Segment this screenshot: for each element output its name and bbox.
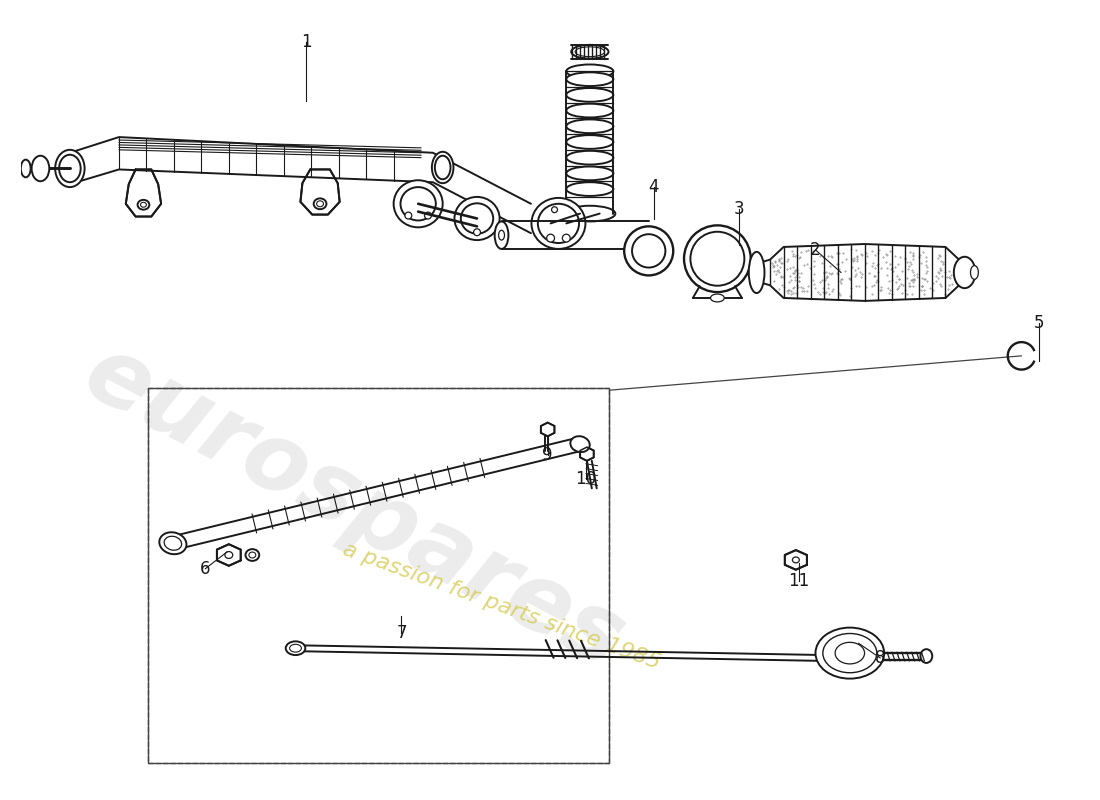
Ellipse shape bbox=[570, 436, 590, 452]
Ellipse shape bbox=[164, 536, 182, 550]
Ellipse shape bbox=[562, 234, 570, 242]
Ellipse shape bbox=[394, 180, 442, 227]
Ellipse shape bbox=[835, 642, 865, 664]
Text: eurospares: eurospares bbox=[69, 327, 640, 689]
Ellipse shape bbox=[551, 206, 558, 213]
Ellipse shape bbox=[434, 156, 451, 179]
Ellipse shape bbox=[21, 160, 31, 178]
Ellipse shape bbox=[691, 232, 745, 286]
Ellipse shape bbox=[624, 226, 673, 275]
Ellipse shape bbox=[405, 212, 411, 219]
Ellipse shape bbox=[566, 104, 614, 118]
Polygon shape bbox=[300, 170, 340, 214]
Ellipse shape bbox=[566, 119, 614, 133]
Ellipse shape bbox=[461, 203, 493, 234]
Ellipse shape bbox=[59, 154, 80, 182]
Ellipse shape bbox=[954, 257, 976, 288]
Ellipse shape bbox=[547, 234, 554, 242]
Ellipse shape bbox=[823, 634, 877, 673]
Ellipse shape bbox=[314, 198, 327, 209]
Ellipse shape bbox=[538, 204, 579, 243]
Ellipse shape bbox=[711, 294, 724, 302]
Ellipse shape bbox=[432, 152, 453, 183]
Ellipse shape bbox=[566, 135, 614, 149]
Ellipse shape bbox=[249, 552, 256, 558]
Ellipse shape bbox=[566, 65, 614, 78]
Ellipse shape bbox=[317, 201, 323, 206]
Ellipse shape bbox=[245, 549, 260, 561]
Text: 4: 4 bbox=[648, 178, 659, 196]
Ellipse shape bbox=[289, 644, 301, 652]
Ellipse shape bbox=[921, 649, 932, 663]
Ellipse shape bbox=[815, 628, 884, 678]
Text: 7: 7 bbox=[396, 625, 407, 642]
Ellipse shape bbox=[566, 72, 614, 86]
Polygon shape bbox=[125, 170, 161, 217]
Ellipse shape bbox=[575, 47, 605, 57]
Ellipse shape bbox=[566, 166, 614, 180]
Ellipse shape bbox=[498, 230, 505, 240]
Ellipse shape bbox=[32, 156, 50, 182]
Text: 8: 8 bbox=[874, 649, 886, 667]
Ellipse shape bbox=[792, 557, 800, 563]
Text: 11: 11 bbox=[789, 571, 810, 590]
Text: 3: 3 bbox=[734, 200, 745, 218]
Text: 10: 10 bbox=[575, 470, 596, 489]
Ellipse shape bbox=[571, 45, 608, 58]
Ellipse shape bbox=[160, 532, 187, 554]
Ellipse shape bbox=[454, 197, 499, 240]
Ellipse shape bbox=[286, 642, 306, 655]
Ellipse shape bbox=[566, 88, 614, 102]
Ellipse shape bbox=[138, 200, 150, 210]
Text: 5: 5 bbox=[1034, 314, 1044, 333]
Text: 6: 6 bbox=[200, 560, 210, 578]
Ellipse shape bbox=[141, 202, 146, 207]
Ellipse shape bbox=[425, 212, 431, 219]
Ellipse shape bbox=[400, 187, 436, 221]
Polygon shape bbox=[580, 447, 594, 461]
Ellipse shape bbox=[632, 234, 666, 267]
Polygon shape bbox=[541, 422, 554, 436]
Ellipse shape bbox=[564, 206, 615, 222]
Text: a passion for parts since 1985: a passion for parts since 1985 bbox=[340, 539, 663, 673]
Polygon shape bbox=[217, 544, 241, 566]
Ellipse shape bbox=[566, 151, 614, 165]
Ellipse shape bbox=[970, 266, 978, 279]
Polygon shape bbox=[70, 153, 531, 234]
Ellipse shape bbox=[495, 222, 508, 249]
Ellipse shape bbox=[55, 150, 85, 187]
Text: 2: 2 bbox=[811, 241, 821, 259]
Ellipse shape bbox=[531, 198, 585, 249]
Ellipse shape bbox=[224, 551, 233, 558]
Text: 1: 1 bbox=[301, 33, 311, 51]
Text: 9: 9 bbox=[542, 446, 553, 464]
Ellipse shape bbox=[684, 226, 750, 292]
Polygon shape bbox=[784, 550, 807, 570]
Ellipse shape bbox=[566, 182, 614, 196]
Ellipse shape bbox=[474, 229, 481, 236]
Ellipse shape bbox=[749, 252, 764, 293]
